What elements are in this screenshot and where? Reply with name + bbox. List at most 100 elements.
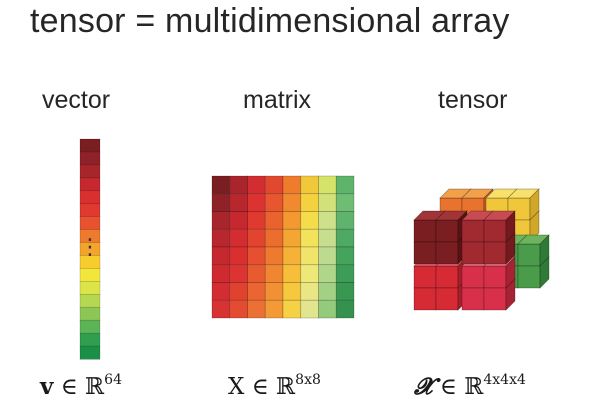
- matrix-cell: [282, 264, 302, 283]
- matrix-cell: [247, 299, 266, 319]
- matrix-cell: [229, 175, 248, 195]
- matrix-cell: [264, 299, 284, 319]
- tensor-cell-front: [413, 241, 437, 265]
- tensor-block: [461, 256, 516, 311]
- matrix-cell: [247, 175, 266, 195]
- vector-cell: [79, 177, 101, 192]
- matrix-cell: [264, 264, 284, 283]
- tensor-cell-side: [505, 278, 516, 311]
- matrix-cell: [318, 193, 337, 212]
- matrix-symbol: X: [228, 374, 245, 400]
- matrix-cell: [282, 193, 302, 212]
- tensor-cell-front: [483, 265, 507, 289]
- vector-cell: [79, 164, 101, 179]
- matrix-dims: 8x8: [295, 372, 321, 388]
- matrix-cell: [300, 193, 319, 212]
- matrix-cell: [335, 299, 355, 319]
- matrix-cell: [229, 246, 248, 266]
- matrix-label: matrix: [243, 86, 312, 114]
- matrix-cell: [282, 211, 302, 230]
- vector-ellipsis: ⋮: [79, 235, 101, 260]
- tensor-cell-side: [529, 210, 540, 243]
- matrix-cell: [318, 282, 337, 301]
- tensor-cell-front: [461, 265, 485, 289]
- matrix-grid: [211, 175, 355, 319]
- vector-cell: [79, 293, 101, 308]
- matrix-cell: [300, 299, 319, 319]
- tensor-label: tensor: [438, 86, 508, 114]
- matrix-cell: [335, 246, 355, 266]
- page-title: tensor = multidimensional array: [30, 2, 510, 40]
- matrix-cell: [211, 299, 231, 319]
- tensor-cell-front: [517, 243, 541, 267]
- matrix-cell: [211, 264, 231, 283]
- vector-symbol: v: [40, 373, 54, 400]
- matrix-cell: [300, 282, 319, 301]
- tensor-cell-front: [461, 219, 485, 243]
- tensor-block: [413, 210, 468, 265]
- vector-cell: [79, 190, 101, 205]
- tensor-cell-front: [461, 287, 485, 311]
- matrix-cell: [318, 246, 337, 266]
- matrix-cell: [318, 264, 337, 283]
- matrix-cell: [211, 211, 231, 230]
- tensor-op: ∈: [439, 374, 457, 400]
- tensor-cell-front: [435, 265, 459, 289]
- matrix-cell: [229, 264, 248, 283]
- matrix-cell: [264, 282, 284, 301]
- vector-cell: [79, 216, 101, 231]
- matrix-cell: [229, 299, 248, 319]
- vector-bar: [79, 138, 101, 360]
- tensor-cell-front: [517, 265, 541, 289]
- matrix-cell: [229, 211, 248, 230]
- tensor-cell-front: [413, 219, 437, 243]
- vector-label: vector: [42, 86, 111, 114]
- matrix-cell: [211, 228, 231, 248]
- tensor-set: ℝ: [464, 374, 484, 400]
- tensor-cube: [413, 188, 550, 311]
- tensor-cell-front: [435, 287, 459, 311]
- matrix-cell: [229, 193, 248, 212]
- tensor-cell-front: [483, 287, 507, 311]
- vector-cell: [79, 203, 101, 218]
- vector-formula: v ∈ ℝ64: [40, 372, 122, 400]
- vector-cell: [79, 332, 101, 347]
- vector-cell: [79, 151, 101, 166]
- matrix-cell: [264, 228, 284, 248]
- matrix-cell: [282, 282, 302, 301]
- tensor-cell-front: [413, 265, 437, 289]
- matrix-cell: [282, 228, 302, 248]
- matrix-cell: [247, 282, 266, 301]
- vector-set: ℝ: [85, 374, 105, 400]
- matrix-cell: [300, 228, 319, 248]
- matrix-cell: [335, 193, 355, 212]
- matrix-cell: [335, 211, 355, 230]
- matrix-cell: [282, 246, 302, 266]
- tensor-cell-front: [483, 219, 507, 243]
- matrix-cell: [300, 246, 319, 266]
- tensor-cell-front: [461, 241, 485, 265]
- tensor-cell-front: [413, 287, 437, 311]
- vector-cell: [79, 138, 101, 153]
- vector-cell: [79, 268, 101, 282]
- matrix-cell: [300, 175, 319, 195]
- matrix-cell: [247, 246, 266, 266]
- matrix-cell: [247, 211, 266, 230]
- matrix-cell: [229, 228, 248, 248]
- tensor-cell-side: [539, 256, 550, 289]
- matrix-cell: [264, 175, 284, 195]
- tensor-cell-front: [435, 219, 459, 243]
- matrix-cell: [264, 211, 284, 230]
- matrix-cell: [211, 246, 231, 266]
- matrix-cell: [247, 264, 266, 283]
- vector-cell: [79, 345, 101, 360]
- matrix-cell: [211, 193, 231, 212]
- matrix-cell: [264, 193, 284, 212]
- vector-op: ∈: [60, 374, 78, 400]
- tensor-cell-front: [483, 241, 507, 265]
- matrix-cell: [318, 299, 337, 319]
- matrix-cell: [335, 282, 355, 301]
- vector-cell: [79, 319, 101, 334]
- matrix-cell: [318, 228, 337, 248]
